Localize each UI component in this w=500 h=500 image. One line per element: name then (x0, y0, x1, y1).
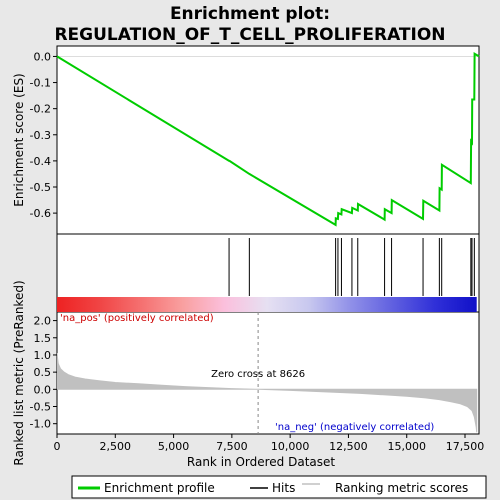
metric-y-axis-label: Ranked list metric (PreRanked) (12, 280, 26, 465)
x-tick-label: 2,500 (100, 440, 132, 453)
metric-panel (56, 311, 480, 435)
x-tick-label: 7,500 (216, 440, 248, 453)
legend-hits-label: Hits (272, 481, 295, 495)
legend-ranking-label: Ranking metric scores (335, 481, 468, 495)
hit-markers (228, 238, 475, 296)
ranking-gradient-bar (57, 297, 477, 312)
chart-title-line-1: Enrichment plot: (170, 4, 330, 24)
metric-area (57, 353, 478, 433)
enrichment-profile-path (56, 52, 480, 227)
metric-y-tick-label: 1.5 (34, 332, 52, 345)
metric-y-tick-label: 0.5 (34, 366, 52, 379)
metric-y-tick-label: 1.0 (34, 349, 52, 362)
es-panel (56, 45, 480, 235)
zero-cross-label: Zero cross at 8626 (211, 369, 305, 380)
x-tick-label: 15,000 (387, 440, 426, 453)
negative-correlation-label: 'na_neg' (negatively correlated) (275, 422, 434, 433)
x-tick-label: 10,000 (271, 440, 310, 453)
x-tick-label: 0 (54, 440, 61, 453)
es-y-tick-label: -0.2 (30, 103, 51, 116)
es-y-tick-label: -0.1 (30, 77, 51, 90)
legend-enrichment-label: Enrichment profile (104, 481, 215, 495)
es-y-tick-label: -0.3 (30, 129, 51, 142)
positive-correlation-label: 'na_pos' (positively correlated) (60, 313, 214, 324)
es-y-tick-label: -0.4 (30, 155, 51, 168)
legend-box (71, 475, 487, 499)
x-axis-label: Rank in Ordered Dataset (187, 455, 335, 469)
es-y-tick-label: -0.5 (30, 181, 51, 194)
metric-y-tick-label: 2.0 (34, 315, 52, 328)
x-tick-label: 12,500 (329, 440, 368, 453)
legend: Enrichment profile Hits Ranking metric s… (71, 475, 487, 499)
chart-title-line-2: REGULATION_OF_T_CELL_PROLIFERATION (54, 25, 445, 45)
enrichment-profile-line (56, 52, 480, 227)
es-y-tick-label: 0.0 (34, 50, 52, 63)
x-tick-label: 17,500 (446, 440, 485, 453)
ranking-metric-area (57, 353, 478, 433)
x-axis: 0 2,500 5,000 7,500 10,000 12,500 15,000 17,500 (54, 434, 485, 453)
x-tick-label: 5,000 (158, 440, 190, 453)
metric-y-tick-label: -0.5 (30, 401, 51, 414)
metric-y-axis: 2.0 1.5 1.0 0.5 0.0 -0.5 -1.0 (30, 315, 57, 431)
metric-y-tick-label: 0.0 (34, 383, 52, 396)
es-y-axis: 0.0 -0.1 -0.2 -0.3 -0.4 -0.5 -0.6 (30, 50, 57, 220)
es-y-axis-label: Enrichment score (ES) (12, 73, 26, 206)
metric-y-tick-label: -1.0 (30, 418, 51, 431)
es-y-tick-label: -0.6 (30, 207, 51, 220)
